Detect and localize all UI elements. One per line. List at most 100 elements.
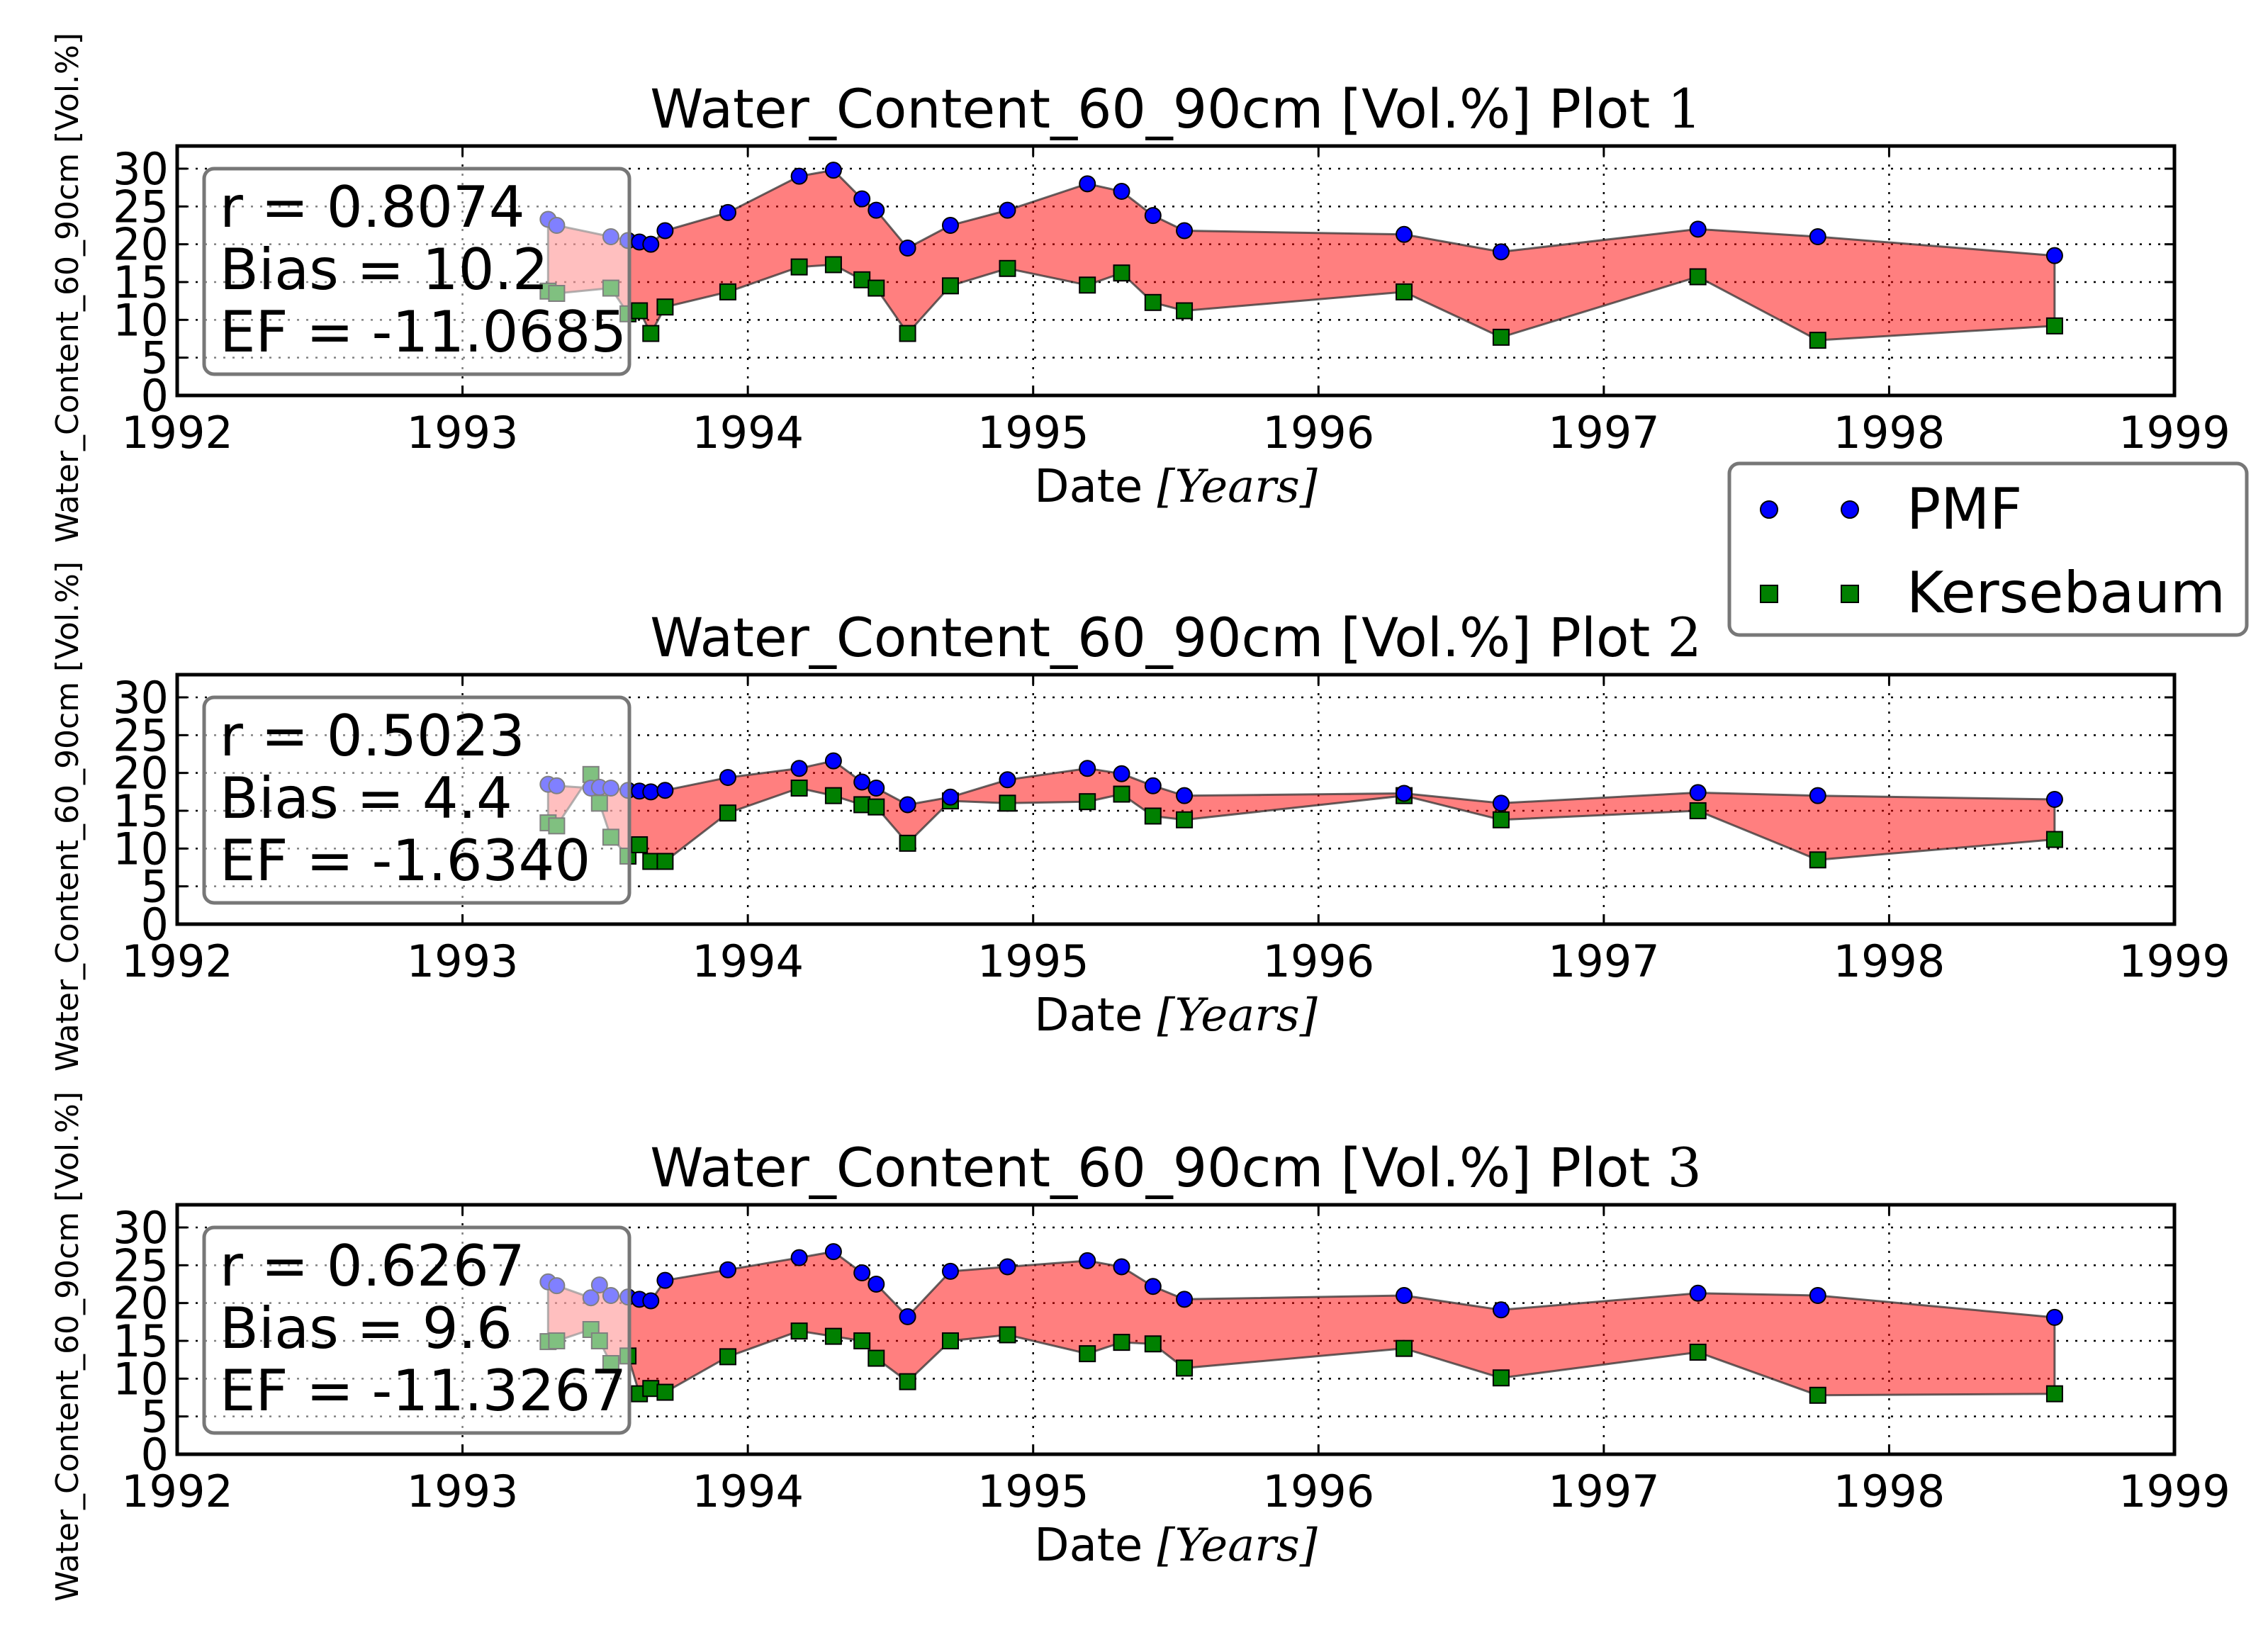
pmf-point — [824, 752, 842, 770]
pmf-point — [656, 1271, 674, 1289]
x-tick-label: 1993 — [407, 407, 519, 459]
kersebaum-point — [868, 798, 885, 816]
kersebaum-point — [899, 834, 916, 852]
pmf-point — [1689, 1284, 1707, 1302]
x-tick-label: 1992 — [121, 407, 233, 459]
y-tick-label: 20 — [113, 748, 169, 799]
y-axis-label: Water_Content_60_90cm [Vol.%] — [50, 33, 86, 543]
x-tick-label: 1995 — [977, 407, 1089, 459]
pmf-point — [941, 217, 959, 234]
kersebaum-point — [719, 804, 736, 822]
pmf-point — [1492, 243, 1510, 261]
stat-bias: Bias = 4.4 — [220, 765, 512, 831]
pmf-point — [719, 203, 736, 221]
kersebaum-point — [824, 787, 842, 804]
kersebaum-point — [1396, 283, 1413, 300]
stat-bias: Bias = 9.6 — [220, 1295, 512, 1361]
y-tick-label: 30 — [113, 143, 169, 195]
x-axis-label-unit: [Years] — [1157, 1519, 1318, 1572]
kersebaum-point — [642, 853, 660, 870]
pmf-point — [790, 760, 808, 777]
kersebaum-point — [1079, 276, 1096, 294]
pmf-point — [1079, 175, 1096, 193]
kersebaum-point — [790, 258, 808, 276]
pmf-point — [899, 240, 916, 257]
pmf-point — [1809, 1287, 1826, 1304]
pmf-point — [2045, 247, 2063, 264]
y-tick-label: 0 — [141, 370, 169, 422]
kersebaum-point — [1689, 268, 1707, 286]
title-label: Water_Content_60_90cm [Vol.%] Plot — [650, 606, 1667, 669]
fill-between-area — [546, 1250, 2056, 1397]
kersebaum-point — [1113, 264, 1130, 282]
y-tick-label: 5 — [141, 332, 169, 384]
kersebaum-point — [899, 1373, 916, 1390]
x-axis-label-text: Date — [1034, 989, 1157, 1042]
kersebaum-point — [656, 1383, 674, 1401]
x-tick-label: 1995 — [977, 1466, 1089, 1517]
x-axis-label-text: Date — [1034, 1519, 1157, 1572]
kersebaum-point — [1809, 851, 1826, 869]
x-tick-label: 1993 — [407, 1466, 519, 1517]
kersebaum-point — [2045, 1385, 2063, 1403]
y-tick-label: 10 — [113, 1353, 169, 1405]
legend-kersebaum-marker — [1760, 585, 1778, 603]
kersebaum-point — [1079, 793, 1096, 811]
fill-between-area — [546, 169, 2056, 342]
x-tick-label: 1996 — [1262, 935, 1374, 987]
y-tick-label: 20 — [113, 219, 169, 271]
kersebaum-point — [1079, 1345, 1096, 1363]
pmf-point — [1113, 1258, 1130, 1276]
stat-r: r = 0.6267 — [220, 1233, 525, 1299]
y-tick-label: 15 — [113, 1315, 169, 1367]
pmf-point — [941, 1262, 959, 1280]
stat-bias: Bias = 10.2 — [220, 237, 549, 303]
y-axis-label: Water_Content_60_90cm [Vol.%] — [50, 1091, 86, 1602]
pmf-point — [853, 190, 871, 208]
kersebaum-point — [868, 1349, 885, 1367]
y-tick-label: 30 — [113, 672, 169, 724]
x-axis-label-unit: [Years] — [1157, 461, 1318, 513]
pmf-point — [868, 1276, 885, 1293]
pmf-point — [1144, 777, 1162, 794]
kersebaum-point — [719, 283, 736, 300]
kersebaum-point — [999, 259, 1016, 277]
kersebaum-point — [824, 1327, 842, 1345]
panel-3: Water_Content_60_90cm [Vol.%] Plot 31992… — [50, 1091, 2230, 1602]
x-tick-label: 1997 — [1548, 1466, 1660, 1517]
x-tick-label: 1998 — [1834, 1466, 1946, 1517]
y-tick-label: 30 — [113, 1202, 169, 1254]
pmf-point — [999, 771, 1016, 789]
kersebaum-point — [1396, 1339, 1413, 1357]
title-label: Water_Content_60_90cm [Vol.%] Plot — [650, 77, 1667, 140]
pmf-point — [1144, 1278, 1162, 1295]
pmf-point — [899, 1308, 916, 1325]
pmf-point — [790, 1249, 808, 1266]
pmf-point — [1176, 787, 1194, 804]
x-tick-label: 1997 — [1548, 407, 1660, 459]
legend: PMF Kersebaum — [1727, 461, 2249, 637]
stat-r: r = 0.5023 — [220, 703, 525, 769]
y-tick-label: 0 — [141, 899, 169, 950]
pmf-point — [2045, 1308, 2063, 1326]
pmf-point — [999, 1258, 1016, 1276]
axes-frame — [175, 144, 2177, 398]
kersebaum-point — [719, 1348, 736, 1366]
pmf-point — [1396, 225, 1413, 243]
kersebaum-point — [1689, 802, 1707, 819]
title-label: Water_Content_60_90cm [Vol.%] Plot — [650, 1136, 1667, 1199]
y-tick-label: 25 — [113, 181, 169, 232]
title-plot-number: 3 — [1667, 1136, 1701, 1199]
legend-label-pmf: PMF — [1907, 476, 2022, 542]
kersebaum-point — [1492, 328, 1510, 346]
pmf-point — [642, 783, 660, 801]
y-tick-label: 25 — [113, 709, 169, 761]
kersebaum-point — [1176, 811, 1194, 828]
legend-kersebaum-marker — [1841, 585, 1859, 603]
pmf-point — [2045, 791, 2063, 808]
